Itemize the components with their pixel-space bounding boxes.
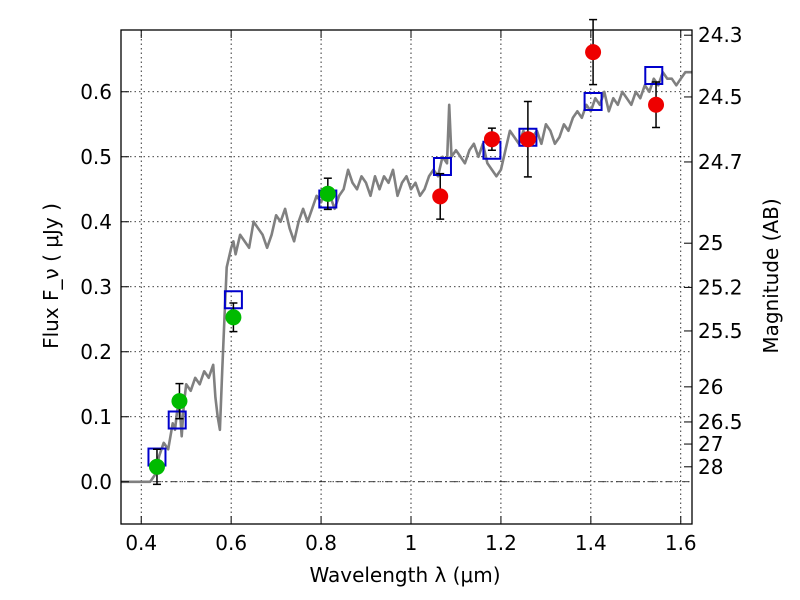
observed-point [483, 131, 500, 148]
y-tick-label: 0.4 [80, 210, 112, 234]
mag-tick-label: 26 [698, 375, 723, 399]
observed-point [148, 458, 165, 475]
spectrum-series [121, 70, 692, 484]
observed-point [171, 393, 188, 410]
y-tick-label: 0.6 [80, 80, 112, 104]
model-square-marker [583, 92, 603, 111]
mag-tick-label: 25 [698, 231, 723, 255]
observed-point [319, 185, 336, 202]
observed-circle-series [148, 44, 665, 475]
mag-tick-label: 28 [698, 455, 723, 479]
observed-point [585, 44, 602, 61]
mag-tick-label: 27 [698, 432, 723, 456]
plot-frame [120, 29, 693, 525]
y-tick-label: 0.5 [80, 145, 112, 169]
y-tick-label: 0.1 [80, 405, 112, 429]
observed-point [519, 131, 536, 148]
mag-tick-label: 25.5 [698, 319, 743, 343]
mag-tick-label: 24.5 [698, 85, 743, 109]
observed-point [225, 309, 242, 326]
x-tick-label: 0.4 [125, 531, 157, 555]
x-tick-label: 0.8 [305, 531, 337, 555]
observed-point [648, 96, 665, 113]
mag-tick-label: 24.7 [698, 150, 743, 174]
y-axis-label: Flux F_ν ( μJy ) [39, 203, 63, 349]
model-square-marker [167, 410, 187, 430]
model-square-marker [644, 66, 664, 85]
y-tick-label: 0.2 [80, 340, 112, 364]
x-tick-label: 1.4 [575, 531, 607, 555]
y2-axis-label: Magnitude (AB) [759, 198, 783, 353]
x-tick-label: 1.2 [485, 531, 517, 555]
x-tick-label: 0.6 [215, 531, 247, 555]
mag-tick-label: 26.5 [698, 410, 743, 434]
mag-tick-label: 25.2 [698, 275, 743, 299]
observed-point [432, 188, 449, 205]
model-square-marker [432, 157, 452, 176]
x-tick-label: 1.6 [665, 531, 697, 555]
x-axis-label: Wavelength λ (μm) [309, 563, 500, 587]
x-tick-label: 1 [405, 531, 418, 555]
spectrum-line [121, 70, 692, 484]
y-tick-label: 0.0 [80, 470, 112, 494]
mag-tick-label: 24.3 [698, 23, 743, 47]
y-tick-label: 0.3 [80, 275, 112, 299]
tick-group: 0.4 0.6 0.8 1 1.2 1.4 1.6 0.0 0.1 0.2 0.3 0.4 0.5 0.6… [80, 23, 742, 555]
